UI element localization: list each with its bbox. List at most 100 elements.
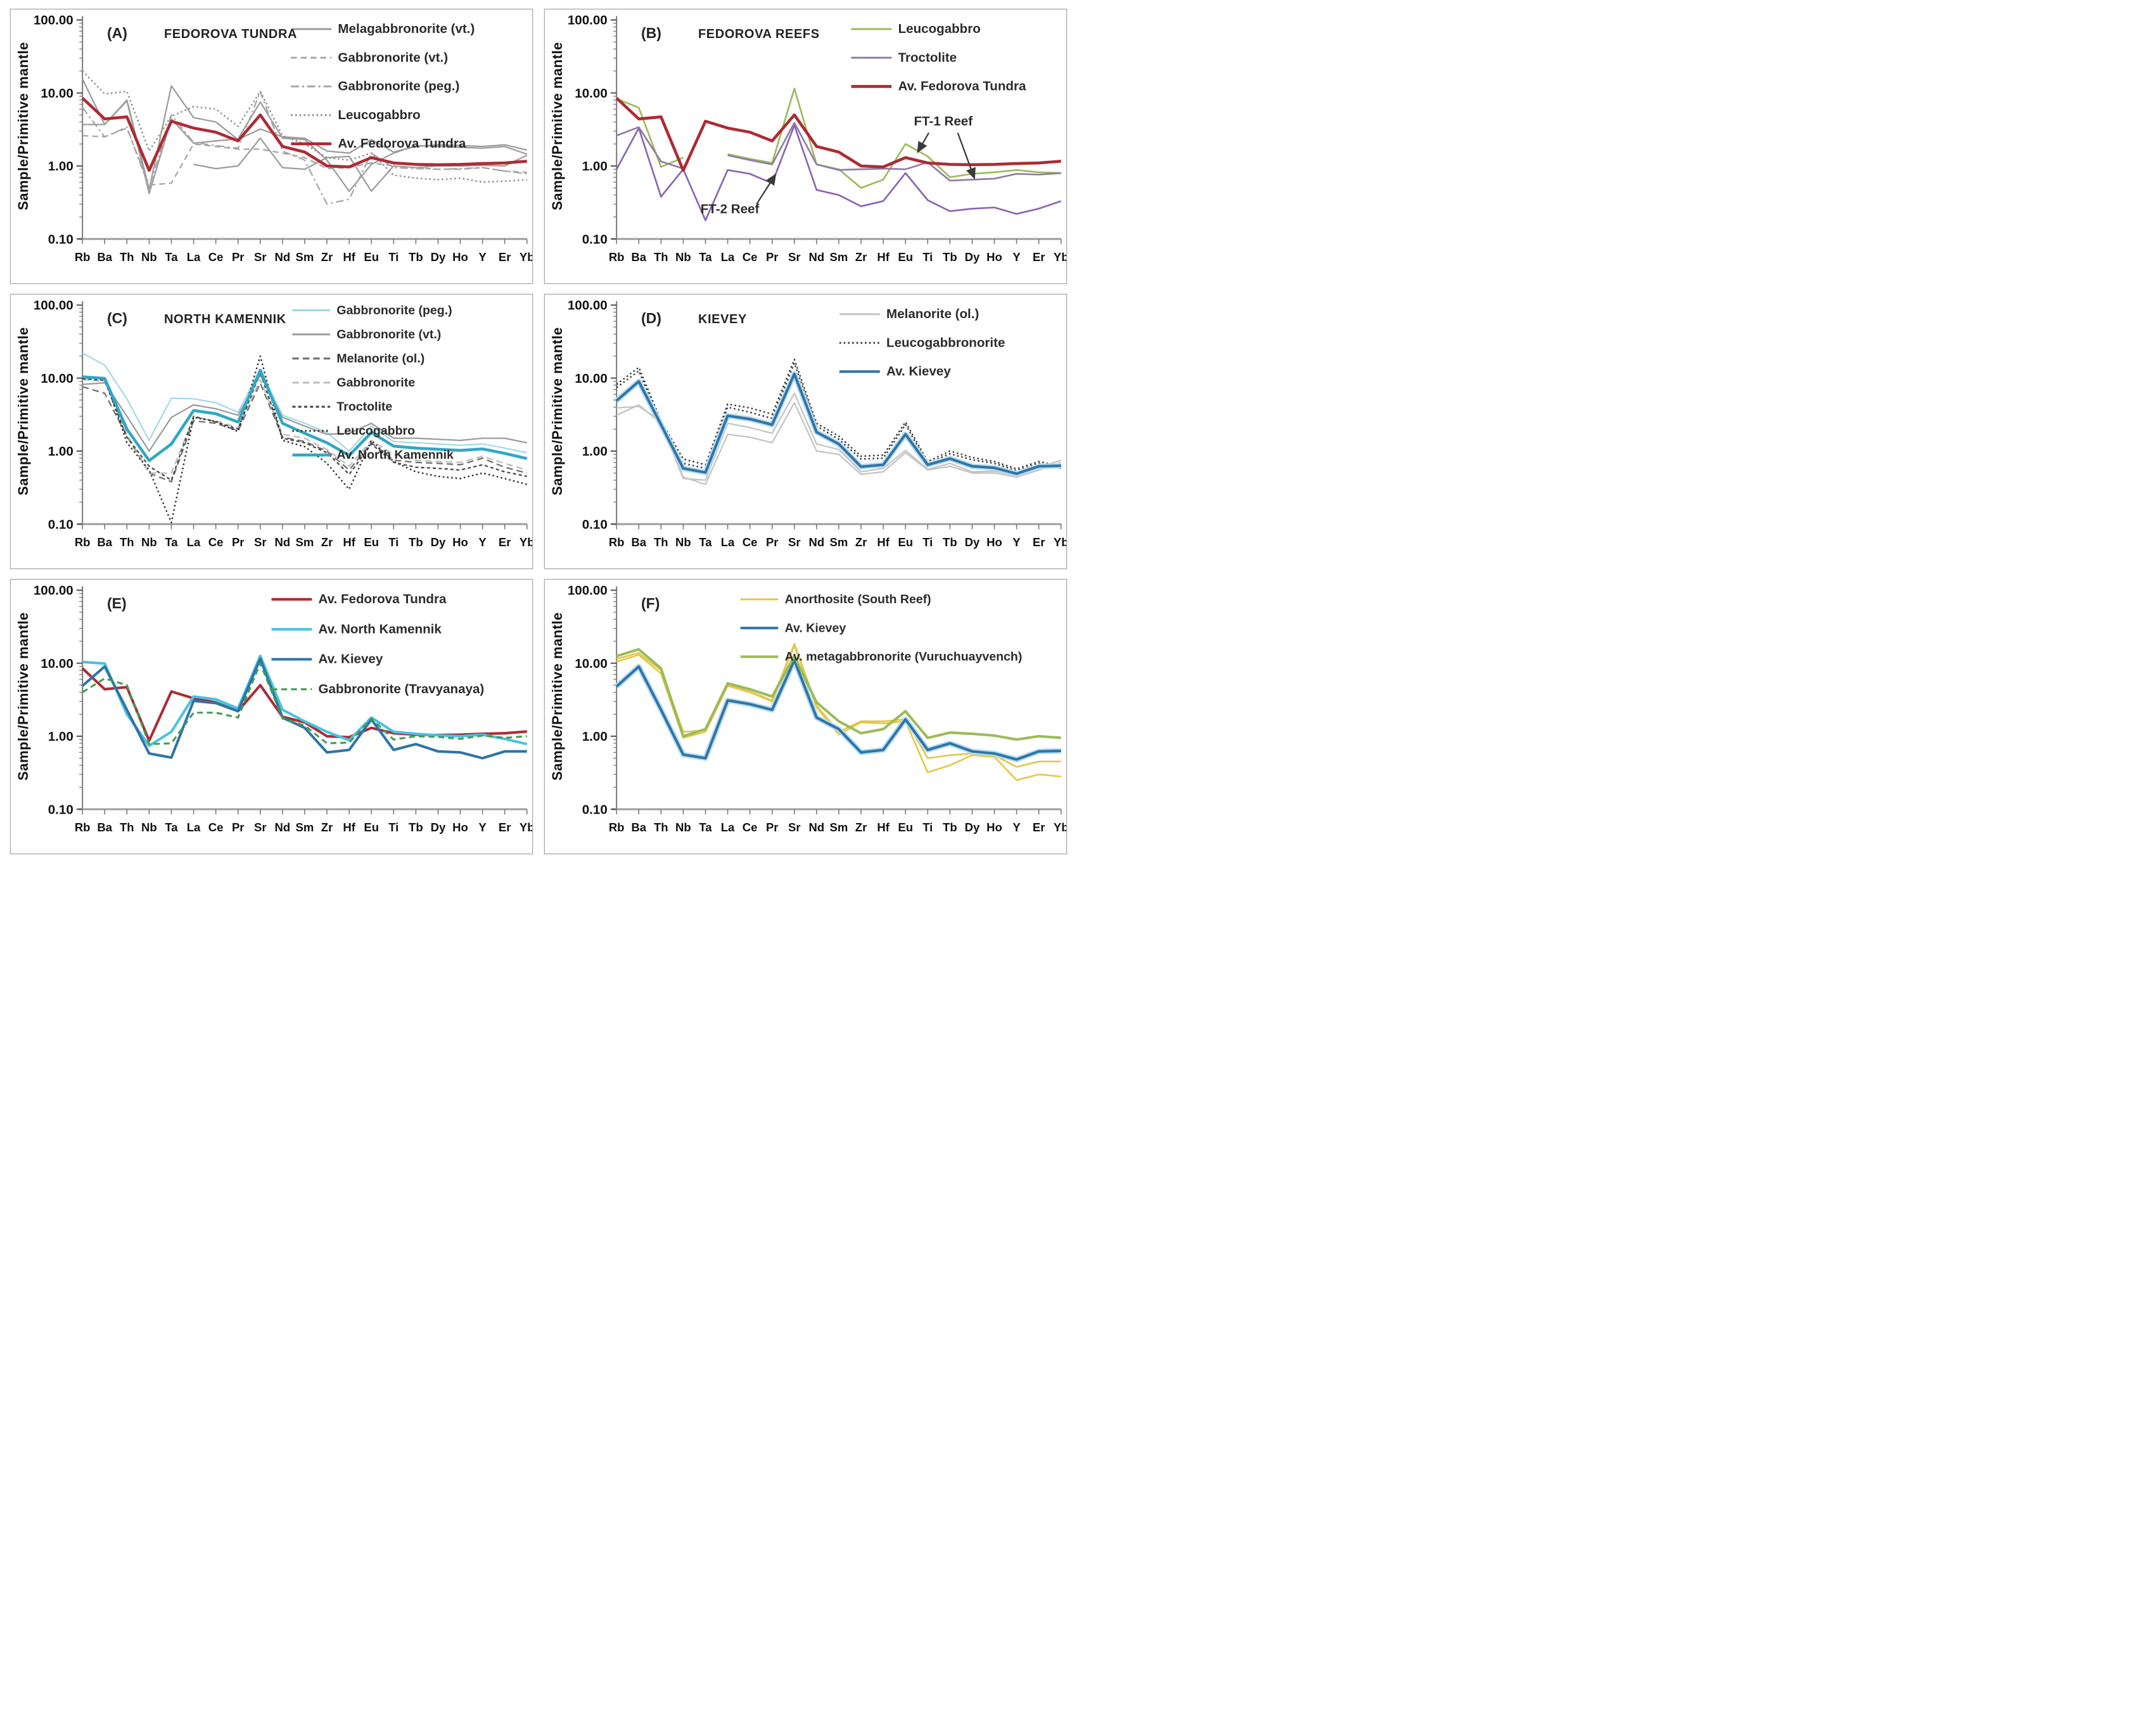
- svg-text:Av. Kievey: Av. Kievey: [785, 621, 846, 635]
- svg-text:Av. Fedorova Tundra: Av. Fedorova Tundra: [338, 136, 466, 151]
- svg-text:Pr: Pr: [232, 821, 245, 834]
- svg-text:FT-2 Reef: FT-2 Reef: [701, 202, 760, 217]
- svg-text:Melanorite (ol.): Melanorite (ol.): [336, 352, 424, 366]
- svg-text:0.10: 0.10: [582, 802, 608, 817]
- svg-text:Hf: Hf: [877, 821, 890, 834]
- svg-text:Tb: Tb: [943, 821, 957, 834]
- series-leucogabbro: [82, 355, 528, 523]
- svg-text:Zr: Zr: [321, 535, 333, 549]
- svg-text:La: La: [721, 250, 735, 264]
- series-melagabbronorite-vt-: [193, 137, 528, 192]
- svg-text:Yb: Yb: [1054, 535, 1066, 549]
- svg-text:Yb: Yb: [520, 535, 532, 549]
- svg-text:Nd: Nd: [809, 535, 825, 549]
- svg-text:Ba: Ba: [97, 821, 112, 834]
- panel-c-north-kamennik: 100.00 10.00 1.00 0.10 Rb Ba Th Nb Ta La Ce Pr Sr Nd S…: [10, 293, 533, 570]
- series-halo: [615, 371, 1061, 477]
- svg-text:0.10: 0.10: [48, 232, 73, 246]
- svg-text:Yb: Yb: [1054, 250, 1066, 264]
- svg-text:Th: Th: [120, 250, 134, 264]
- figure-grid: 100.00 10.00 1.00 0.10 Rb Ba Th Nb Ta La Ce Pr Sr Nd S…: [0, 0, 1077, 864]
- svg-text:Ba: Ba: [631, 250, 646, 264]
- legend: Av. Fedorova Tundra Av. North Kamennik Av.…: [271, 592, 485, 696]
- svg-text:Pr: Pr: [766, 250, 779, 264]
- svg-text:Er: Er: [499, 250, 511, 264]
- svg-text:Pr: Pr: [766, 535, 779, 549]
- svg-text:100.00: 100.00: [568, 298, 608, 313]
- svg-text:Sm: Sm: [296, 821, 314, 834]
- panel-e-averages-comparison: 100.00 10.00 1.00 0.10 Rb Ba Th Nb Ta La Ce Pr Sr Nd S…: [10, 579, 533, 855]
- series-gabbronorite-vt-: [82, 127, 527, 186]
- svg-text:Gabbronorite (Travyanaya): Gabbronorite (Travyanaya): [319, 682, 485, 696]
- series-leucogabbro: [616, 87, 1061, 189]
- svg-text:Gabbronorite (peg.): Gabbronorite (peg.): [338, 79, 459, 94]
- svg-text:Gabbronorite (peg.): Gabbronorite (peg.): [336, 304, 452, 317]
- annotations: FT-1 Reef FT-2 Reef: [701, 114, 976, 217]
- svg-text:Ti: Ti: [388, 250, 399, 264]
- svg-text:Dy: Dy: [965, 821, 980, 834]
- svg-text:Ta: Ta: [165, 535, 178, 549]
- svg-text:Ti: Ti: [922, 821, 933, 834]
- svg-text:Nd: Nd: [275, 821, 291, 834]
- svg-text:Av. North Kamennik: Av. North Kamennik: [336, 448, 454, 462]
- svg-text:Yb: Yb: [520, 821, 532, 834]
- svg-text:Eu: Eu: [364, 821, 379, 834]
- svg-text:Av. Fedorova Tundra: Av. Fedorova Tundra: [898, 79, 1026, 94]
- svg-text:Ho: Ho: [986, 535, 1002, 549]
- svg-text:Sr: Sr: [254, 250, 267, 264]
- svg-text:100.00: 100.00: [568, 13, 608, 28]
- svg-text:La: La: [721, 821, 735, 834]
- svg-text:Ta: Ta: [165, 250, 178, 264]
- svg-text:Yb: Yb: [520, 250, 532, 264]
- series: [615, 643, 1061, 781]
- svg-text:Nb: Nb: [675, 535, 691, 549]
- svg-text:100.00: 100.00: [34, 13, 73, 28]
- svg-text:Ta: Ta: [699, 250, 712, 264]
- svg-text:Gabbronorite (vt.): Gabbronorite (vt.): [336, 328, 441, 342]
- svg-text:Av. metagabbronorite (Vuruchua: Av. metagabbronorite (Vuruchuayvench): [785, 650, 1023, 664]
- svg-text:Hf: Hf: [877, 535, 890, 549]
- series-halo: [615, 657, 1061, 763]
- svg-text:Rb: Rb: [609, 535, 625, 549]
- svg-text:Nb: Nb: [141, 535, 157, 549]
- svg-text:Nd: Nd: [809, 250, 825, 264]
- series-leucogabbronorite: [616, 362, 1062, 472]
- series-leucogabbronorite: [616, 359, 1062, 470]
- svg-text:Av. North Kamennik: Av. North Kamennik: [319, 622, 442, 636]
- svg-text:Er: Er: [499, 821, 511, 834]
- svg-text:Ce: Ce: [743, 535, 758, 549]
- svg-text:Ti: Ti: [922, 535, 933, 549]
- svg-text:10.00: 10.00: [575, 656, 607, 671]
- svg-text:Sm: Sm: [830, 821, 848, 834]
- legend: Melanorite (ol.) Leucogabbronorite Av. Kie…: [839, 307, 1005, 379]
- svg-text:Ce: Ce: [743, 821, 758, 834]
- svg-text:Gabbronorite (vt.): Gabbronorite (vt.): [338, 50, 448, 65]
- svg-text:Av. Kievey: Av. Kievey: [319, 652, 383, 667]
- svg-text:1.00: 1.00: [582, 729, 608, 744]
- svg-text:Leucogabbro: Leucogabbro: [338, 108, 420, 122]
- svg-text:Nd: Nd: [275, 535, 291, 549]
- svg-text:Rb: Rb: [609, 250, 625, 264]
- series-av-fedorova-tundra: [81, 97, 527, 172]
- svg-text:Y: Y: [478, 250, 487, 264]
- svg-text:Pr: Pr: [766, 821, 779, 834]
- svg-text:10.00: 10.00: [41, 371, 73, 386]
- svg-text:0.10: 0.10: [582, 517, 608, 532]
- svg-text:100.00: 100.00: [34, 298, 73, 313]
- svg-text:La: La: [721, 535, 735, 549]
- svg-text:Melanorite (ol.): Melanorite (ol.): [886, 307, 979, 321]
- svg-text:Ba: Ba: [631, 535, 646, 549]
- series-av-north-kamennik: [82, 655, 528, 748]
- svg-text:Sm: Sm: [830, 250, 848, 264]
- svg-text:Ba: Ba: [97, 250, 112, 264]
- svg-text:Zr: Zr: [321, 821, 333, 834]
- series: [82, 352, 528, 523]
- svg-text:Ti: Ti: [922, 250, 933, 264]
- svg-text:Sr: Sr: [788, 250, 801, 264]
- svg-text:Nd: Nd: [809, 821, 825, 834]
- svg-text:Rb: Rb: [609, 821, 625, 834]
